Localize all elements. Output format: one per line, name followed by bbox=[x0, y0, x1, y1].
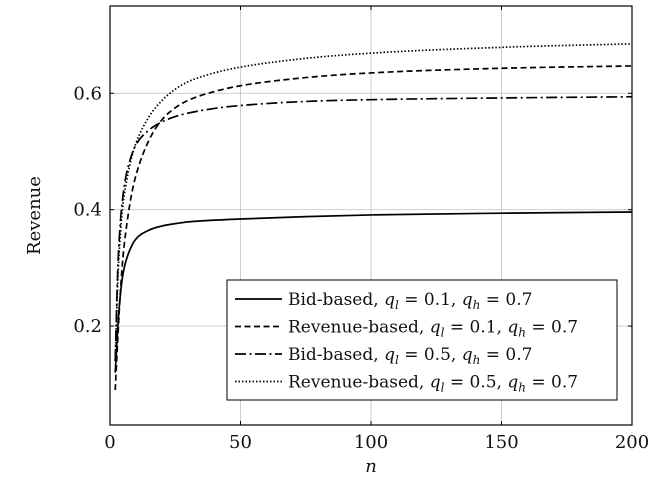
y-tick-label: 0.4 bbox=[73, 200, 102, 221]
legend: Bid-based, ql = 0.1, qh = 0.7 Revenue-bas… bbox=[226, 279, 618, 401]
y-axis-label: Revenue bbox=[24, 176, 45, 255]
series-line-1 bbox=[114, 211, 633, 373]
legend-box bbox=[226, 279, 618, 401]
legend-label-2: Revenue-based, ql = 0.1, qh = 0.7 bbox=[288, 318, 578, 340]
x-tick-label: 150 bbox=[484, 432, 518, 453]
legend-label-3: Bid-based, ql = 0.5, qh = 0.7 bbox=[288, 345, 532, 367]
x-tick-label: 100 bbox=[354, 432, 388, 453]
series-line-4 bbox=[114, 42, 633, 362]
x-tick-label: 50 bbox=[229, 432, 252, 453]
legend-label-1: Bid-based, ql = 0.1, qh = 0.7 bbox=[288, 290, 532, 312]
x-tick-label: 200 bbox=[615, 432, 649, 453]
series-lines bbox=[114, 42, 633, 391]
x-tick-label: 0 bbox=[104, 432, 115, 453]
x-axis-label: n bbox=[365, 456, 377, 477]
series-line-2 bbox=[114, 65, 633, 391]
axis-ticks: 0 50 100 150 200 0.2 0.4 0.6 bbox=[73, 6, 649, 453]
y-tick-label: 0.6 bbox=[73, 83, 102, 104]
y-tick-label: 0.2 bbox=[73, 316, 102, 337]
legend-label-4: Revenue-based, ql = 0.5, qh = 0.7 bbox=[288, 373, 578, 395]
series-line-3 bbox=[114, 95, 633, 362]
